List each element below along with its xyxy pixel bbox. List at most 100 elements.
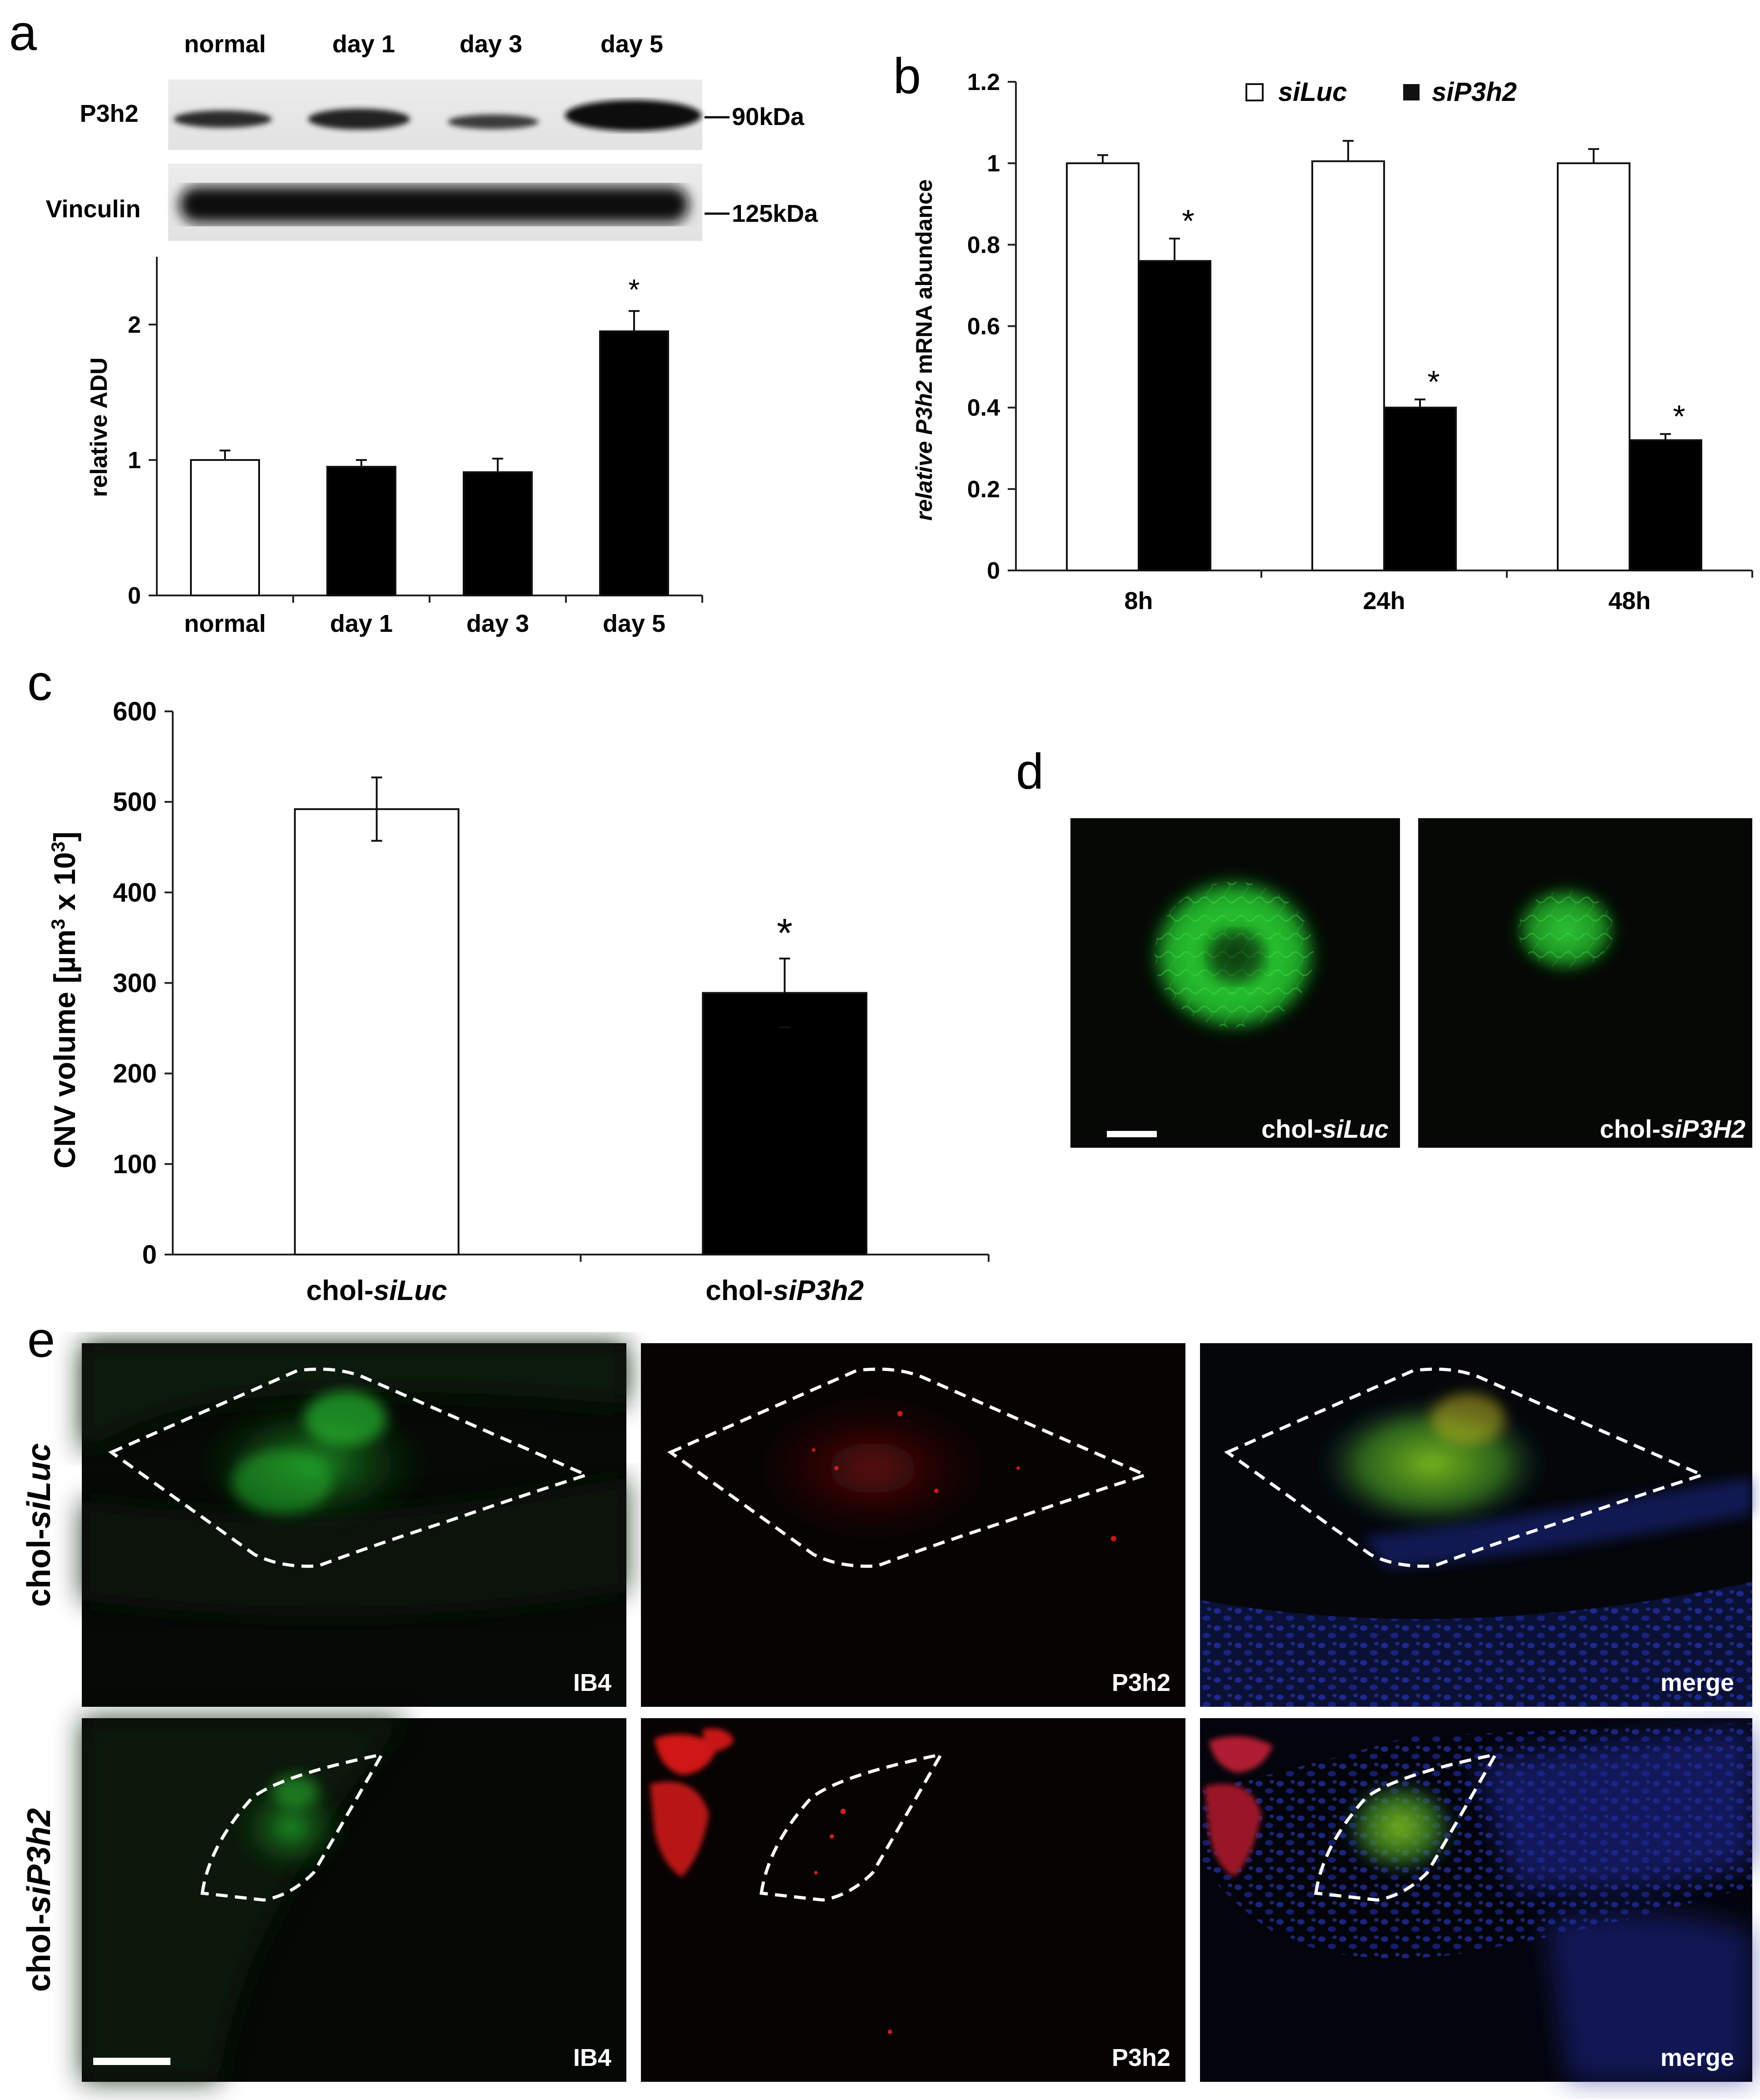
micrograph-e-siluc-p3h2: P3h2: [641, 1343, 1185, 1707]
micrograph-d-sip3h2: chol-siP3H2: [1418, 818, 1752, 1148]
bar: [599, 330, 669, 596]
y-tick-label: 0.6: [967, 314, 1000, 340]
micrograph-e-sip3h2-p3h2: P3h2: [641, 1718, 1185, 2082]
channel-label: P3h2: [1112, 1669, 1170, 1696]
y-tick-label: 1.2: [967, 69, 1000, 95]
y-tick-label: 600: [113, 697, 157, 726]
y-tick-label: 400: [113, 878, 157, 907]
significance-marker: *: [1673, 399, 1685, 434]
bar: [463, 471, 533, 596]
y-tick-label: 0: [128, 583, 141, 609]
row-label: chol-siLuc: [21, 1443, 57, 1607]
blot-lane-label: normal: [184, 30, 266, 58]
bar: [190, 459, 260, 596]
western-blot-p3h2: P3h2 90kDa: [80, 80, 805, 150]
bar: [1557, 162, 1630, 571]
y-tick-label: 1: [128, 447, 141, 474]
panel-letter-b: b: [893, 48, 921, 104]
panel-letter-e: e: [27, 1312, 55, 1368]
significance-marker: *: [1427, 364, 1440, 400]
chart-b: 0 0.2 0.4 0.6 0.8 1 1.2 * * * 8h 24h 48h: [967, 69, 1753, 615]
y-axis-label-sup: 3: [47, 919, 69, 930]
y-tick-label: 0.8: [967, 232, 1000, 258]
micrograph-e-sip3h2-ib4: IB4: [82, 1718, 626, 2082]
legend-label-siluc: siLuc: [1278, 77, 1347, 107]
blot-lane-label: day 1: [332, 30, 395, 58]
channel-label: merge: [1660, 1669, 1734, 1696]
channel-label: IB4: [573, 2044, 611, 2071]
significance-marker: *: [777, 911, 793, 956]
channel-label: merge: [1660, 2044, 1734, 2071]
panel-b: b siLuc siP3h2 relative P3h2 mRNA abunda…: [893, 48, 1753, 615]
y-axis-label-part: x 10: [48, 852, 81, 919]
blot-lane-label: day 3: [460, 30, 522, 58]
x-tick-label: day 1: [330, 610, 393, 637]
x-tick-label: day 5: [603, 610, 665, 637]
bar: [1383, 406, 1457, 572]
panel-d: d chol-siLuc chol-siP3H2: [1016, 744, 1752, 1148]
x-tick-label: chol-siP3h2: [705, 1275, 864, 1306]
panel-letter-d: d: [1016, 744, 1044, 800]
blot-size-marker: 90kDa: [732, 103, 805, 130]
blot-lane-label: day 5: [600, 30, 663, 58]
y-axis-label: relative ADU: [86, 357, 112, 497]
y-axis-label-sup: 3: [47, 841, 69, 852]
scale-bar: [93, 2058, 170, 2065]
y-tick-label: 0.4: [967, 395, 1000, 421]
significance-marker: *: [629, 273, 640, 306]
micrograph-e-siluc-ib4: IB4: [82, 1343, 626, 1707]
bar: [1311, 160, 1385, 571]
legend-label-sip3h2: siP3h2: [1432, 77, 1517, 107]
y-tick-label: 0: [987, 558, 1000, 584]
chart-a: relative ADU 0 1 2 * normal day 1 day 3 day 5: [86, 257, 703, 637]
image-label: chol-siP3H2: [1600, 1115, 1745, 1143]
panel-letter-c: c: [27, 655, 52, 711]
y-tick-label: 1: [987, 150, 1000, 177]
y-tick-label: 200: [113, 1059, 157, 1089]
bar: [326, 465, 396, 597]
blot-lane-labels: normal day 1 day 3 day 5: [184, 30, 663, 58]
y-tick-label: 500: [113, 787, 157, 817]
y-axis-label-rest: mRNA abundance: [911, 179, 937, 380]
x-tick-label: 48h: [1608, 587, 1650, 615]
y-axis-label: CNV volume [µm3 x 103]: [47, 831, 82, 1168]
legend-b: siLuc siP3h2: [1245, 77, 1517, 107]
scale-bar: [1107, 1131, 1157, 1137]
image-label: chol-siLuc: [1261, 1115, 1389, 1143]
channel-label: IB4: [573, 1669, 611, 1696]
panel-c: c CNV volume [µm3 x 103] 010020030040050…: [27, 655, 990, 1306]
significance-marker: *: [1182, 203, 1194, 239]
legend-swatch-sip3h2: [1403, 84, 1420, 100]
x-tick-label: chol-siLuc: [306, 1275, 447, 1306]
western-blot-vinculin: Vinculin 125kDa: [45, 164, 818, 241]
y-tick-label: 0.2: [967, 476, 1000, 503]
row-label: chol-siP3h2: [21, 1808, 57, 1992]
bar: [702, 992, 868, 1256]
y-tick-label: 300: [113, 969, 157, 998]
legend-swatch-siluc: [1245, 83, 1264, 101]
panel-a: a normal day 1 day 3 day 5 P3h2 90kDa: [9, 5, 818, 637]
y-tick-label: 0: [142, 1240, 157, 1270]
y-axis-label-italic: relative P3h2: [911, 380, 937, 521]
y-tick-label: 2: [128, 312, 141, 338]
panel-e: e chol-siLuc chol-siP3h2 IB4: [21, 1312, 1752, 2082]
channel-label: P3h2: [1112, 2044, 1170, 2071]
bar: [1066, 162, 1140, 571]
y-axis-label-part: CNV volume [µm: [48, 930, 81, 1169]
x-tick-label: 8h: [1124, 587, 1153, 615]
y-tick-label: 100: [113, 1150, 157, 1179]
bar: [294, 808, 460, 1255]
micrograph-d-siluc: chol-siLuc: [1070, 818, 1400, 1148]
bar: [1138, 260, 1211, 571]
chart-c: 0 100 200 300 400 500 600 * chol-siLuc chol-siP…: [113, 697, 990, 1306]
micrograph-e-sip3h2-merge: merge: [1200, 1718, 1752, 2082]
blot-size-marker: 125kDa: [732, 200, 818, 227]
y-axis-label-part: ]: [48, 831, 81, 841]
x-tick-label: normal: [184, 610, 266, 637]
micrograph-e-siluc-merge: merge: [1200, 1343, 1752, 1707]
blot-row-label: Vinculin: [45, 195, 140, 223]
panel-letter-a: a: [9, 5, 37, 61]
bar: [1629, 439, 1702, 571]
x-tick-label: 24h: [1363, 587, 1405, 615]
